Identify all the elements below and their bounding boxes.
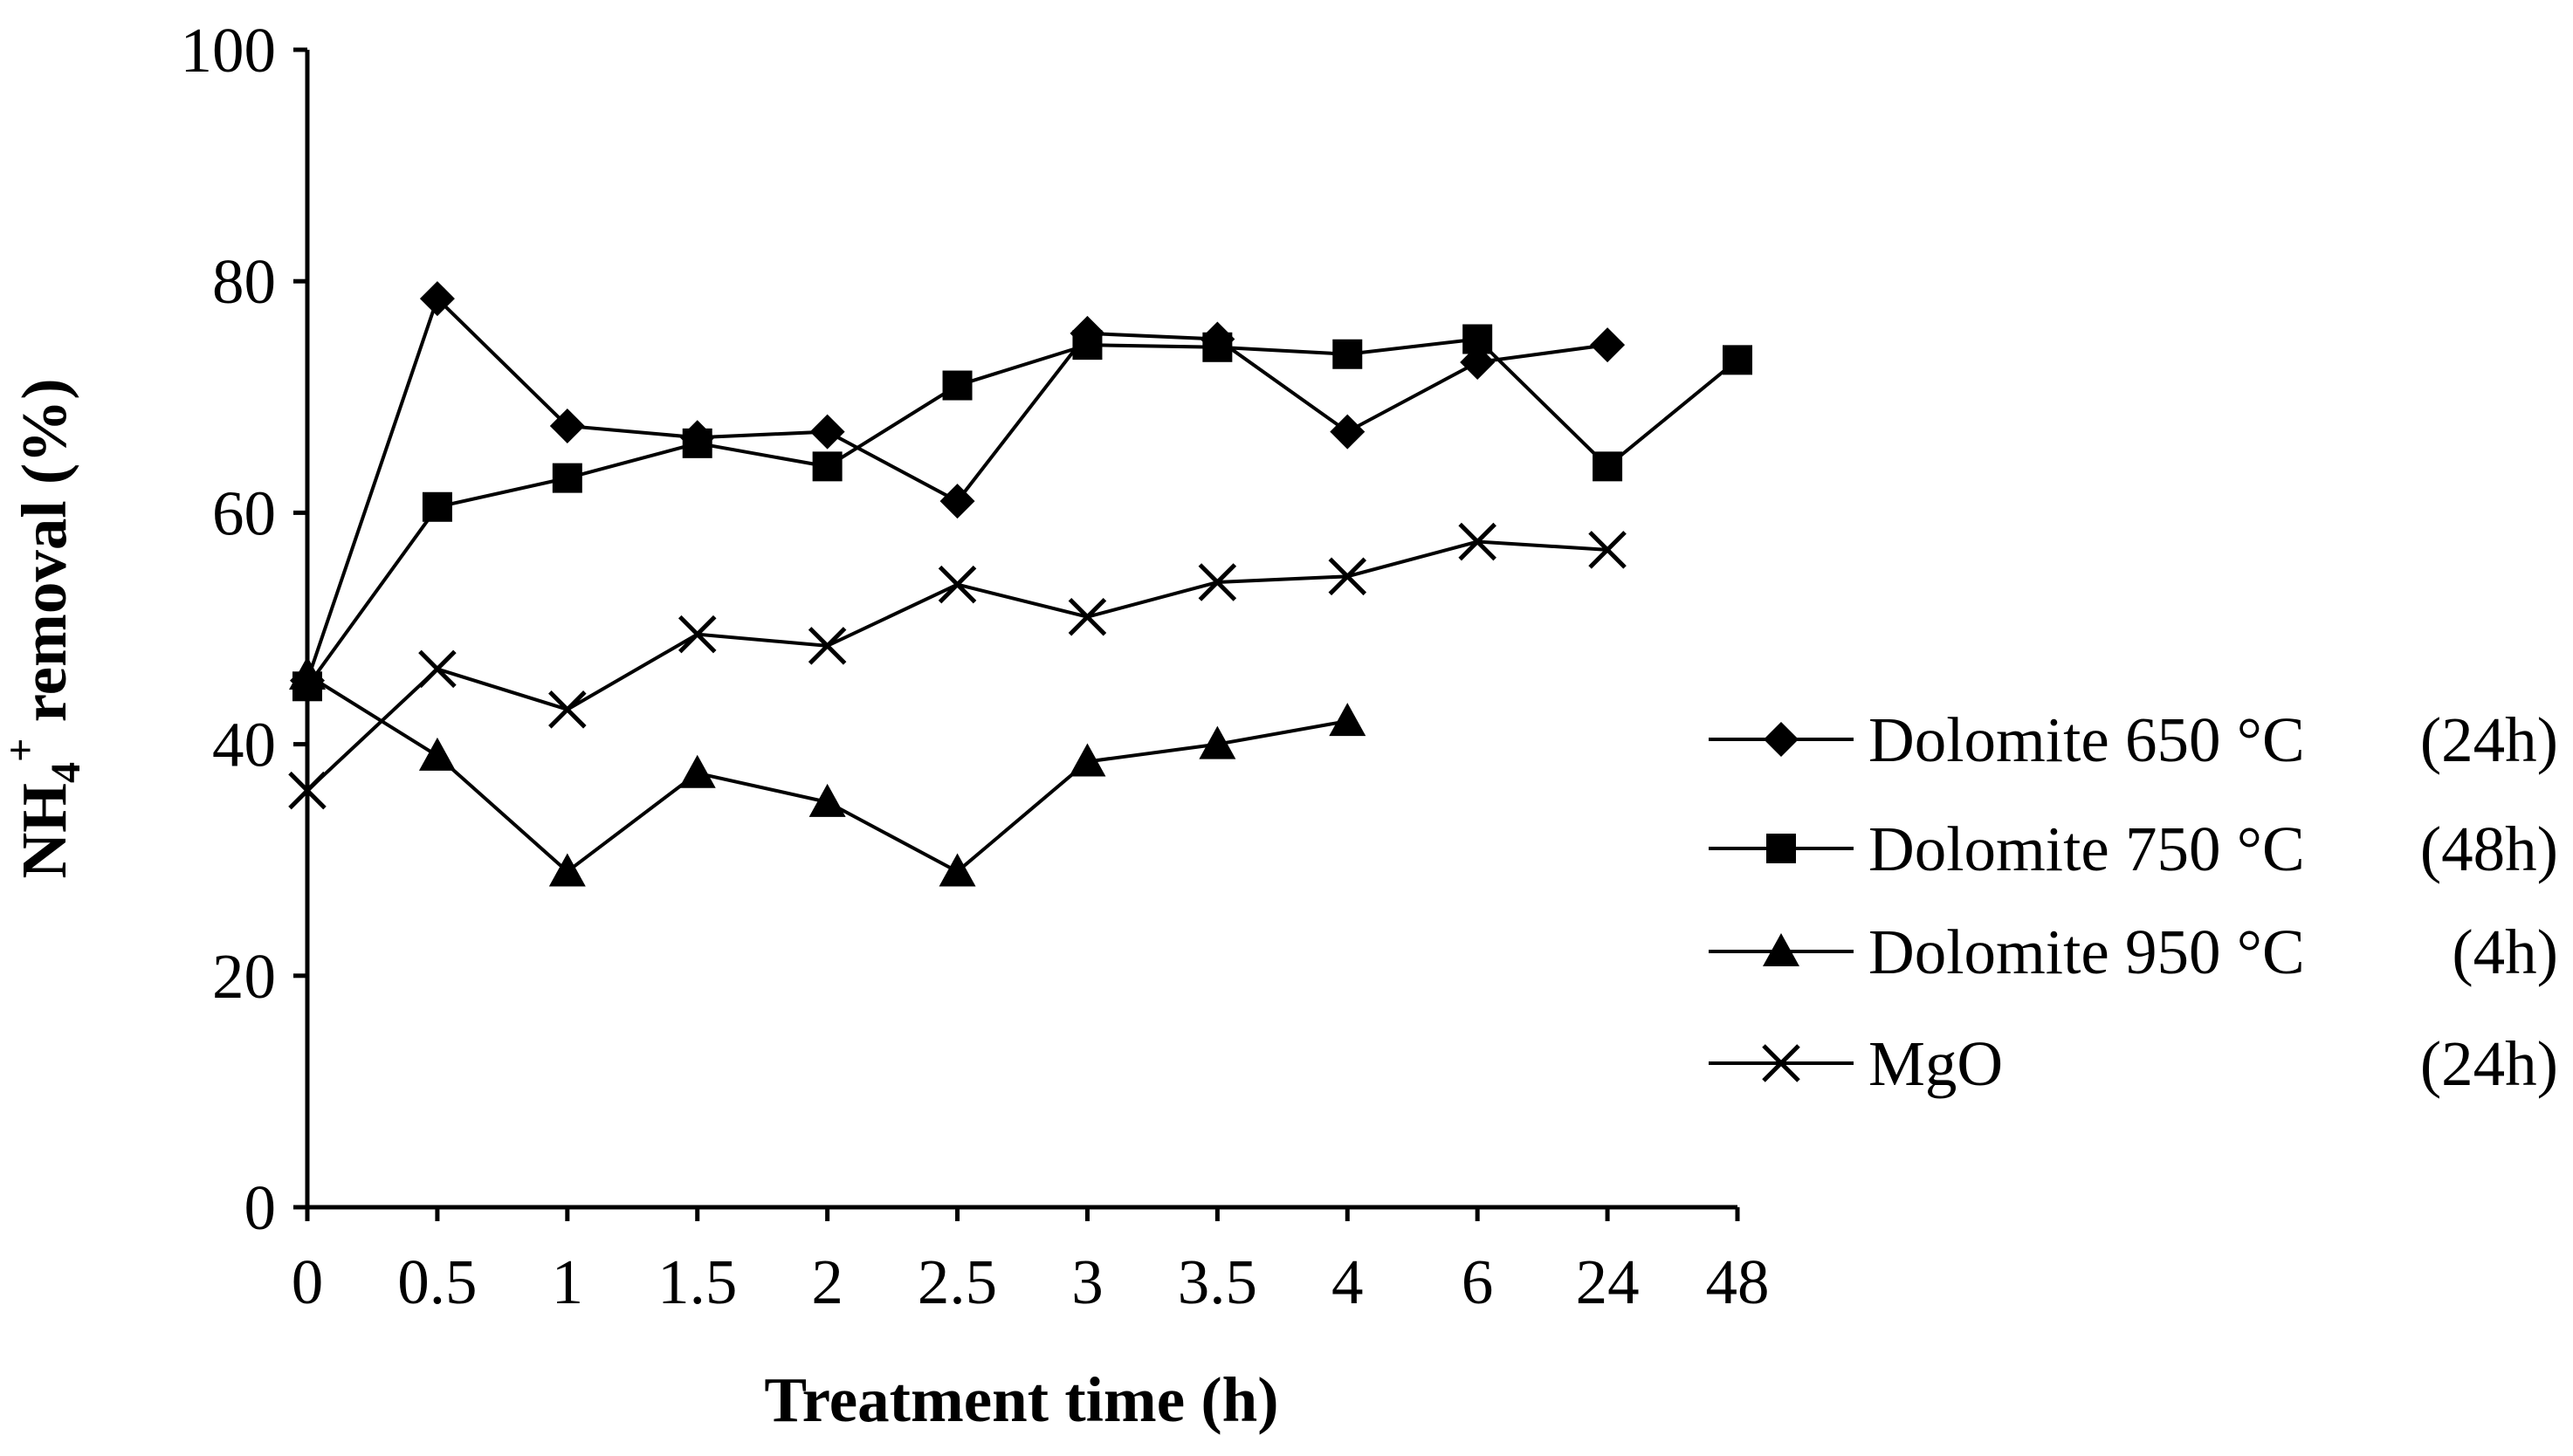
y-axis-title-base: NH xyxy=(9,783,79,879)
series-2 xyxy=(292,324,1752,702)
legend: Dolomite 650 °C (24h) Dolomite 750 °C (48h)… xyxy=(1709,704,2558,1099)
x-tick-label: 48 xyxy=(1706,1247,1770,1317)
data-point-square xyxy=(1332,339,1363,369)
data-point-square xyxy=(1723,345,1752,375)
data-point-diamond xyxy=(939,484,975,519)
x-tick-label: 6 xyxy=(1462,1247,1494,1317)
data-point-triangle xyxy=(418,737,456,771)
x-tick-label: 2 xyxy=(811,1247,843,1317)
legend-item: Dolomite 650 °C (24h) xyxy=(1709,704,2558,775)
data-point-diamond xyxy=(419,281,455,317)
legend-duration: (24h) xyxy=(2420,1028,2558,1099)
y-tick-label: 40 xyxy=(212,710,276,780)
data-point-x xyxy=(678,615,717,654)
y-axis-title-rest: removal (%) xyxy=(9,378,79,738)
ticks: 0 20 40 60 80 100 0 0.5 1 1.5 2 2.5 3 3.5 4 6 24 48 xyxy=(181,15,1770,1317)
data-point-square xyxy=(1462,324,1493,354)
x-tick-label: 0 xyxy=(292,1247,324,1317)
data-point-square xyxy=(942,370,973,401)
data-point-diamond xyxy=(1330,414,1366,450)
y-axis-title-superscript: + xyxy=(0,738,44,762)
data-point-triangle xyxy=(289,656,326,690)
y-axis-title-subscript: 4 xyxy=(43,762,89,783)
y-tick-label: 0 xyxy=(244,1172,277,1243)
data-point-diamond xyxy=(1590,327,1626,363)
data-point-x xyxy=(808,627,847,665)
x-tick-label: 3.5 xyxy=(1178,1247,1257,1317)
legend-item: MgO (24h) xyxy=(1709,1028,2558,1099)
data-point-x xyxy=(1328,557,1367,596)
series-4 xyxy=(288,522,1627,810)
data-point-triangle xyxy=(939,853,976,887)
x-tick-label: 1.5 xyxy=(657,1247,737,1317)
data-point-triangle xyxy=(1069,743,1106,777)
data-point-triangle xyxy=(548,853,586,887)
x-tick-label: 24 xyxy=(1576,1247,1640,1317)
data-point-triangle xyxy=(678,754,716,788)
y-tick-label: 100 xyxy=(181,15,277,86)
legend-label: Dolomite 950 °C xyxy=(1868,917,2305,987)
data-point-x xyxy=(1068,597,1107,636)
x-axis-title: Treatment time (h) xyxy=(764,1364,1278,1435)
legend-item: Dolomite 950 °C (4h) xyxy=(1709,917,2558,987)
data-point-triangle xyxy=(808,783,846,817)
series-line xyxy=(306,673,1348,875)
data-point-x xyxy=(418,649,457,689)
legend-marker-square xyxy=(1766,834,1796,863)
legend-duration: (4h) xyxy=(2452,917,2558,987)
legend-marker-x xyxy=(1762,1044,1800,1082)
data-point-x xyxy=(1588,531,1627,569)
data-point-square xyxy=(682,428,712,458)
data-point-square xyxy=(552,463,582,493)
data-point-diamond xyxy=(809,414,845,450)
data-point-x xyxy=(548,690,587,729)
data-point-triangle xyxy=(1329,703,1366,737)
series-3 xyxy=(289,656,1366,887)
data-point-diamond xyxy=(549,408,585,443)
x-tick-label: 4 xyxy=(1331,1247,1364,1317)
legend-label: Dolomite 750 °C xyxy=(1868,814,2305,884)
data-point-x xyxy=(288,771,327,810)
legend-label: Dolomite 650 °C xyxy=(1868,704,2305,775)
series-line xyxy=(306,539,1608,793)
y-tick-label: 80 xyxy=(212,246,276,317)
data-point-triangle xyxy=(1199,725,1236,759)
data-point-x xyxy=(1198,563,1237,601)
data-point-x xyxy=(1458,522,1496,561)
axes xyxy=(305,50,1737,1210)
y-tick-label: 60 xyxy=(212,477,276,548)
legend-item: Dolomite 750 °C (48h) xyxy=(1709,814,2558,884)
legend-duration: (24h) xyxy=(2420,704,2558,775)
data-point-square xyxy=(812,451,843,482)
y-tick-label: 20 xyxy=(212,941,276,1012)
x-tick-label: 2.5 xyxy=(918,1247,997,1317)
x-tick-label: 1 xyxy=(552,1247,584,1317)
legend-duration: (48h) xyxy=(2420,814,2558,884)
legend-label: MgO xyxy=(1868,1028,2003,1099)
y-axis-title: NH4+ removal (%) xyxy=(0,378,89,878)
data-point-x xyxy=(938,565,977,604)
data-point-square xyxy=(422,491,452,522)
legend-marker-triangle xyxy=(1763,933,1799,966)
x-tick-label: 3 xyxy=(1071,1247,1104,1317)
data-point-square xyxy=(1593,451,1623,482)
data-point-square xyxy=(1072,330,1103,361)
data-point-square xyxy=(1202,332,1233,362)
x-tick-label: 0.5 xyxy=(397,1247,477,1317)
series xyxy=(288,281,1752,887)
series-line xyxy=(306,337,1739,688)
legend-marker-diamond xyxy=(1764,722,1799,757)
